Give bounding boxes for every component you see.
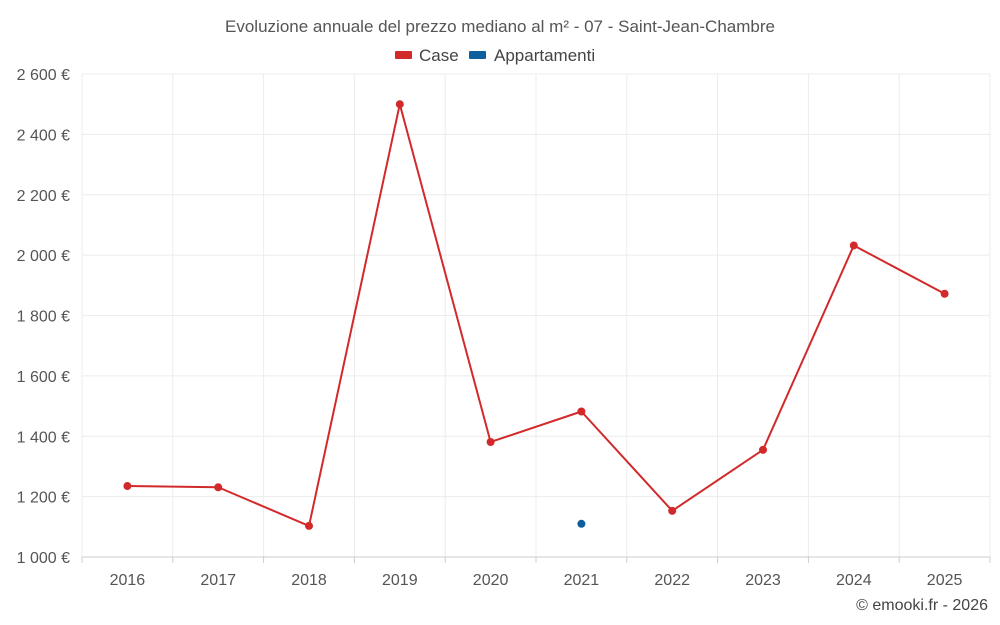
data-point-case[interactable] (759, 445, 767, 454)
data-point-case[interactable] (486, 437, 495, 446)
data-point-case[interactable] (668, 506, 677, 515)
x-tick-label: 2025 (927, 572, 963, 589)
y-tick-label: 2 000 € (17, 248, 70, 265)
series (123, 100, 949, 530)
x-tick-label: 2019 (382, 572, 418, 589)
x-tick-label: 2016 (110, 572, 146, 589)
data-point-case[interactable] (940, 289, 949, 298)
data-point-case[interactable] (577, 407, 586, 416)
chart-title: Evoluzione annuale del prezzo mediano al… (225, 17, 775, 36)
data-point-case[interactable] (395, 100, 404, 109)
x-tick-label: 2022 (654, 572, 690, 589)
legend-label-appartamenti: Appartamenti (494, 46, 595, 65)
y-tick-label: 1 600 € (17, 369, 70, 386)
x-tick-label: 2023 (745, 572, 781, 589)
y-tick-label: 2 200 € (17, 188, 70, 205)
credit-text: © emooki.fr - 2026 (856, 597, 988, 614)
legend-item-appartamenti[interactable]: Appartamenti (469, 46, 595, 65)
x-tick-label: 2017 (200, 572, 236, 589)
series-line-case (127, 103, 946, 527)
legend-label-case: Case (419, 46, 459, 65)
y-tick-label: 1 800 € (17, 309, 70, 326)
y-tick-label: 2 400 € (17, 127, 70, 144)
y-tick-label: 2 600 € (17, 67, 70, 84)
legend-swatch-appartamenti (469, 51, 486, 59)
y-axis-ticks: 1 000 € 1 200 € 1 400 € 1 600 € 1 800 € 2 000… (17, 67, 70, 567)
data-point-case[interactable] (849, 241, 858, 250)
y-tick-label: 1 200 € (17, 490, 70, 507)
data-point-case[interactable] (305, 521, 313, 530)
x-tick-label: 2024 (836, 572, 872, 589)
legend-swatch-case (395, 51, 412, 59)
data-point-appartamenti[interactable] (577, 519, 586, 528)
x-tick-label: 2021 (564, 572, 600, 589)
legend-item-case[interactable]: Case (395, 46, 459, 65)
x-axis-ticks: 2016 2017 2018 2019 2020 2021 2022 2023 2024 2025 (81, 557, 991, 589)
y-tick-label: 1 400 € (17, 429, 70, 446)
x-tick-label: 2018 (291, 572, 327, 589)
data-point-case[interactable] (214, 483, 223, 492)
y-tick-label: 1 000 € (17, 550, 70, 567)
data-point-case[interactable] (123, 482, 132, 491)
legend: Case Appartamenti (395, 46, 595, 65)
x-tick-label: 2020 (473, 572, 509, 589)
